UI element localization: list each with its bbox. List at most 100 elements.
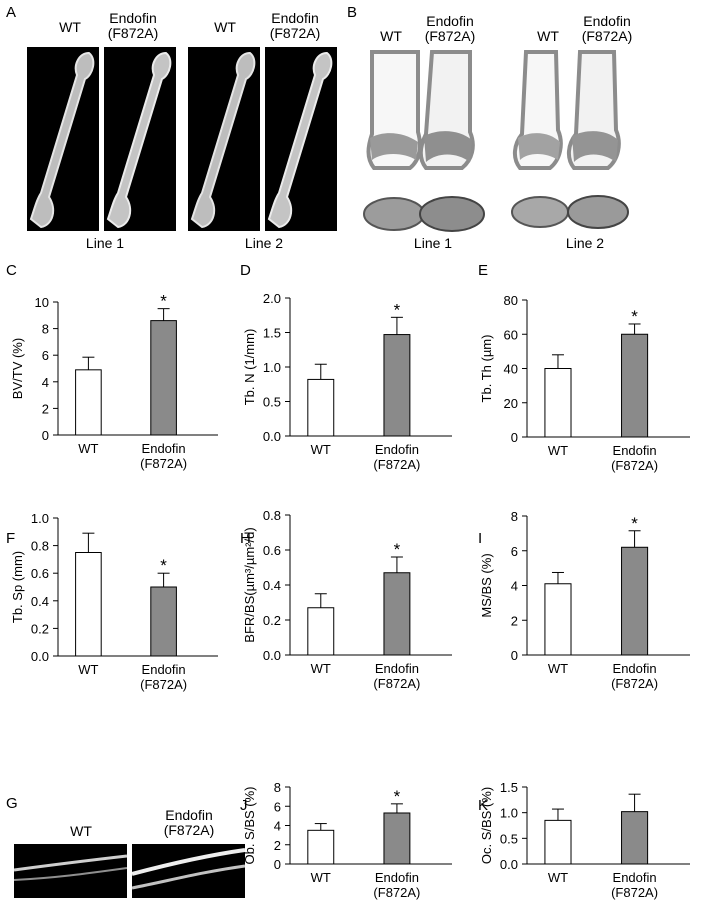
x-tick-label: WT xyxy=(548,870,568,885)
y-tick-label: 1.5 xyxy=(500,780,518,795)
y-tick-label: 1.5 xyxy=(263,326,281,341)
panel-label-k: K xyxy=(478,797,489,814)
panel-label-b: B xyxy=(347,4,358,21)
panel-a-line1-wt-label: WT xyxy=(59,19,81,35)
y-tick-label: 2 xyxy=(42,401,49,416)
femur-icon xyxy=(267,51,333,229)
y-axis-label: Ob. S/BS (%) xyxy=(242,786,257,864)
microct-images xyxy=(363,50,629,232)
y-tick-label: 8 xyxy=(42,322,49,337)
y-tick-label: 8 xyxy=(274,780,281,795)
bar xyxy=(544,819,572,865)
y-tick-label: 2 xyxy=(274,838,281,853)
x-tick-label: (F872A) xyxy=(373,457,420,472)
y-tick-label: 0.0 xyxy=(263,429,281,444)
x-tick-label: Endofin xyxy=(613,870,657,885)
panel-label-a: A xyxy=(6,4,17,21)
x-tick-label: Endofin xyxy=(142,441,186,456)
y-tick-label: 2.0 xyxy=(263,291,281,306)
microct-line2-wt xyxy=(511,50,569,228)
bar xyxy=(621,546,649,656)
xray-line2-mutant xyxy=(265,47,337,231)
y-tick-label: 0.2 xyxy=(31,621,49,636)
panel-b-line1-wt-label: WT xyxy=(380,28,402,44)
x-tick-label: Endofin xyxy=(613,661,657,676)
x-tick-label: WT xyxy=(78,441,98,456)
fluorescence-mutant xyxy=(132,844,245,898)
x-tick-label: Endofin xyxy=(613,443,657,458)
x-tick-label: (F872A) xyxy=(140,677,187,692)
femur-icon xyxy=(106,51,172,229)
x-tick-label: Endofin xyxy=(375,442,419,457)
y-tick-label: 0.6 xyxy=(263,543,281,558)
panel-label-c: C xyxy=(6,262,17,279)
y-tick-label: 0.4 xyxy=(263,578,281,593)
significance-marker: * xyxy=(631,514,638,533)
panel-label-f: F xyxy=(6,530,16,547)
x-tick-label: (F872A) xyxy=(611,885,658,900)
fluorescence-wt xyxy=(14,844,127,898)
panel-b-line2-mutant-label: Endofin (F872A) xyxy=(581,13,633,44)
y-tick-label: 0.0 xyxy=(31,649,49,664)
y-tick-label: 40 xyxy=(504,362,518,377)
y-tick-label: 0 xyxy=(511,648,518,663)
x-tick-label: (F872A) xyxy=(373,885,420,900)
y-tick-label: 4 xyxy=(42,375,49,390)
y-tick-label: 2 xyxy=(511,613,518,628)
x-tick-label: WT xyxy=(311,870,331,885)
panel-a-caption-line2: Line 2 xyxy=(244,235,284,251)
y-tick-label: 20 xyxy=(504,396,518,411)
panel-label-g: G xyxy=(6,795,18,812)
significance-marker: * xyxy=(631,307,638,326)
y-tick-label: 6 xyxy=(274,799,281,814)
significance-marker: * xyxy=(394,787,401,806)
xray-line1-mutant xyxy=(104,47,176,231)
panel-a-line2-wt-label: WT xyxy=(214,19,236,35)
microct-line2-mutant xyxy=(567,50,629,229)
significance-marker: * xyxy=(394,540,401,559)
y-tick-label: 0 xyxy=(42,428,49,443)
y-tick-label: 1.0 xyxy=(500,806,518,821)
x-tick-label: (F872A) xyxy=(611,676,658,691)
femur-icon xyxy=(29,51,95,229)
y-axis-label: BFR/BS(µm³/µm²/d) xyxy=(242,527,257,642)
bar xyxy=(383,812,411,865)
x-tick-label: WT xyxy=(311,442,331,457)
bar xyxy=(75,552,102,657)
x-tick-label: WT xyxy=(78,662,98,677)
y-tick-label: 4 xyxy=(274,819,281,834)
y-axis-label: MS/BS (%) xyxy=(479,553,494,617)
y-tick-label: 80 xyxy=(504,293,518,308)
x-tick-label: Endofin xyxy=(142,662,186,677)
significance-marker: * xyxy=(160,292,167,311)
x-tick-label: (F872A) xyxy=(611,458,658,473)
x-tick-label: WT xyxy=(548,661,568,676)
bar xyxy=(307,829,335,865)
y-axis-label: BV/TV (%) xyxy=(10,338,25,399)
panel-b-caption-line2: Line 2 xyxy=(565,235,605,251)
y-tick-label: 6 xyxy=(42,348,49,363)
panel-a-caption-line1: Line 1 xyxy=(85,235,125,251)
y-axis-label: Oc. S/BS (%) xyxy=(479,787,494,864)
y-tick-label: 0 xyxy=(511,430,518,445)
y-tick-label: 4 xyxy=(511,579,518,594)
panel-label-h: H xyxy=(240,530,251,547)
panel-label-j: J xyxy=(240,797,248,814)
x-tick-label: WT xyxy=(548,443,568,458)
y-tick-label: 1.0 xyxy=(31,511,49,526)
bar xyxy=(75,369,102,436)
y-tick-label: 0.5 xyxy=(263,395,281,410)
significance-marker: * xyxy=(160,556,167,575)
bar xyxy=(307,378,335,437)
x-tick-label: Endofin xyxy=(375,870,419,885)
bar xyxy=(544,583,572,656)
bar xyxy=(621,333,649,438)
y-tick-label: 0.0 xyxy=(500,857,518,872)
